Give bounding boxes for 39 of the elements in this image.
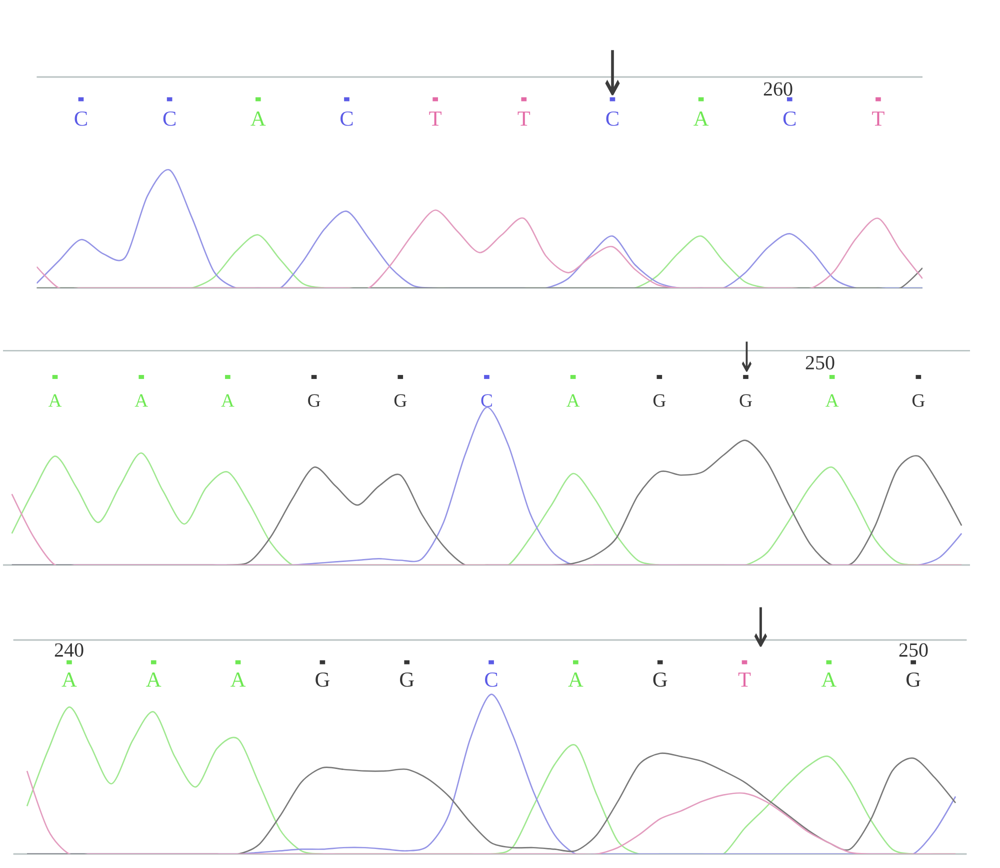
x-tick-label: T — [872, 112, 884, 126]
x2-tick-label: 240 — [54, 643, 84, 657]
x-tick-label: A — [48, 394, 62, 407]
x-tick-label: A — [250, 112, 266, 126]
text: ↓ — [742, 342, 752, 372]
x-tick-label: T — [518, 112, 530, 126]
x-tick-label: G — [316, 672, 330, 687]
x-tick-label: C — [74, 111, 87, 126]
x-tick-label: A — [62, 672, 77, 687]
x-tick-label: G — [906, 672, 920, 687]
x-tick-label: G — [400, 672, 414, 687]
x-tick-label: G — [308, 394, 320, 407]
x-tick-label: C — [163, 111, 176, 126]
text: ↓ — [605, 50, 620, 96]
text: ↓ — [754, 607, 768, 647]
x-tick-label: C — [485, 672, 498, 687]
x-tick-label: A — [694, 112, 709, 126]
x-tick-label: A — [221, 394, 234, 407]
x-tick-label: G — [912, 394, 925, 407]
x-tick-label: C — [606, 111, 618, 126]
x-tick-label: A — [821, 672, 836, 687]
x-tick-label: A — [146, 672, 162, 687]
x-tick-label: G — [394, 394, 407, 407]
x-tick-label: A — [134, 394, 148, 407]
x-tick-label: A — [230, 672, 246, 687]
x-tick-label: G — [653, 672, 668, 687]
x-tick-label: A — [568, 672, 584, 687]
x-tick-label: T — [429, 112, 442, 126]
x-tick-label: C — [783, 111, 796, 126]
x-tick-label: T — [738, 672, 751, 687]
x-tick-label: A — [566, 394, 580, 407]
x-tick-label: A — [826, 394, 839, 407]
x-tick-label: G — [740, 394, 752, 407]
text: 250 — [806, 356, 834, 370]
x-tick-label: C — [481, 394, 492, 407]
x2-tick-label: 250 — [899, 643, 928, 657]
x-tick-label: C — [340, 111, 353, 126]
x-tick-label: G — [653, 394, 666, 407]
text: 260 — [764, 82, 792, 96]
